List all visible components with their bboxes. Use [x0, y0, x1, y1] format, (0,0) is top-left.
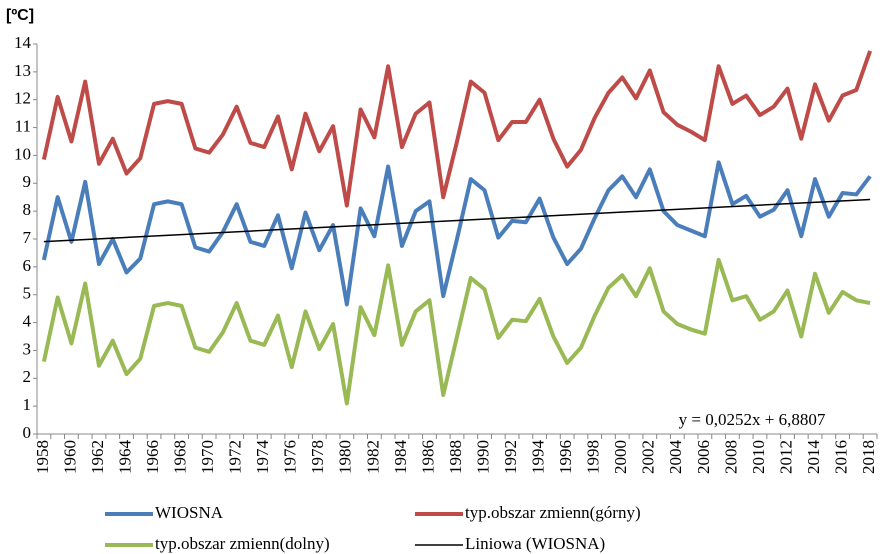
- y-tick-label: 8: [23, 200, 32, 219]
- x-tick-label: 1976: [281, 440, 300, 474]
- y-tick-label: 12: [14, 89, 31, 108]
- x-tick-label: 2000: [611, 440, 630, 474]
- x-tick-label: 1992: [501, 440, 520, 474]
- y-tick-label: 9: [23, 172, 32, 191]
- y-tick-label: 4: [23, 311, 32, 330]
- x-tick-label: 1962: [88, 440, 107, 474]
- y-tick-label: 14: [14, 33, 32, 52]
- y-tick-label: 13: [14, 61, 31, 80]
- x-tick-label: 1980: [336, 440, 355, 474]
- series-line: [41, 160, 872, 307]
- y-tick-label: 7: [23, 228, 32, 247]
- x-tick-label: 1994: [529, 440, 548, 475]
- trendline: [43, 198, 871, 243]
- equation-box: [648, 407, 856, 433]
- x-tick-label: 1982: [363, 440, 382, 474]
- x-tick-label: 1978: [308, 440, 327, 474]
- y-tick-label: 3: [23, 339, 32, 358]
- x-tick-label: 1960: [60, 440, 79, 474]
- x-tick-label: 1974: [253, 440, 272, 475]
- x-tick-label: 1968: [170, 440, 189, 474]
- x-tick-label: 2002: [639, 440, 658, 474]
- trendline-equation: y = 0,0252x + 6,8807: [679, 410, 826, 429]
- x-tick-label: 2004: [666, 440, 685, 475]
- x-tick-label: 2014: [804, 440, 823, 475]
- x-tick-label: 1964: [115, 440, 134, 475]
- x-tick-label: 1988: [446, 440, 465, 474]
- series-line: [41, 50, 872, 208]
- legend-label: WIOSNA: [155, 503, 224, 522]
- legend-label: Liniowa (WIOSNA): [465, 534, 605, 553]
- legend-label: typ.obszar zmienn(górny): [465, 503, 641, 522]
- x-tick-label: 2016: [831, 440, 850, 474]
- legend-label: typ.obszar zmienn(dolny): [155, 534, 330, 553]
- x-tick-label: 1958: [33, 440, 52, 474]
- x-tick-label: 2012: [776, 440, 795, 474]
- x-tick-label: 2006: [694, 440, 713, 474]
- series-line: [41, 257, 871, 406]
- x-tick-label: 1984: [391, 440, 410, 475]
- x-tick-label: 2018: [859, 440, 878, 474]
- y-tick-label: 6: [23, 256, 32, 275]
- y-tick-label: 5: [23, 284, 32, 303]
- y-tick-label: 10: [14, 144, 31, 163]
- x-tick-label: 2010: [749, 440, 768, 474]
- y-tick-label: 0: [23, 423, 32, 442]
- x-tick-label: 1972: [226, 440, 245, 474]
- x-tick-label: 2008: [721, 440, 740, 474]
- y-tick-label: 1: [23, 395, 32, 414]
- x-tick-label: 1970: [198, 440, 217, 474]
- y-tick-label: 11: [15, 116, 31, 135]
- x-tick-label: 1966: [143, 440, 162, 474]
- x-tick-label: 1990: [473, 440, 492, 474]
- x-tick-label: 1998: [584, 440, 603, 474]
- x-tick-label: 1986: [418, 440, 437, 474]
- y-axis-label: [ºC]: [6, 7, 34, 24]
- y-tick-label: 2: [23, 367, 32, 386]
- x-tick-label: 1996: [556, 440, 575, 474]
